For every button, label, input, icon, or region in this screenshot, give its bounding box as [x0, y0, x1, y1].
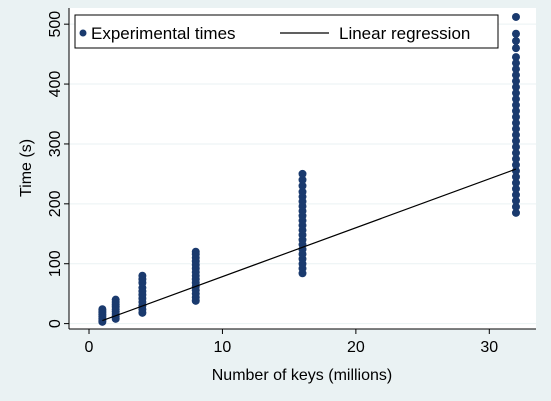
x-tick-label: 30 — [480, 339, 498, 356]
data-point — [511, 89, 520, 98]
data-marks — [98, 12, 520, 326]
data-point — [511, 124, 520, 133]
data-point — [511, 44, 520, 53]
y-axis-title: Time (s) — [18, 139, 35, 197]
data-point — [511, 130, 520, 139]
y-tick-label: 100 — [47, 250, 64, 277]
data-point — [298, 175, 307, 184]
x-axis-title: Number of keys (millions) — [212, 367, 392, 384]
data-point — [511, 196, 520, 205]
data-point — [511, 59, 520, 68]
data-point — [511, 112, 520, 121]
data-point — [511, 154, 520, 163]
data-point — [191, 247, 200, 256]
data-point — [511, 136, 520, 145]
data-point — [111, 295, 120, 304]
legend-label-linear-regression: Linear regression — [339, 24, 470, 43]
y-tick-label: 500 — [47, 11, 64, 38]
axes: 0 100 200 300 400 500 0 10 20 30 — [47, 11, 498, 356]
data-point — [98, 305, 107, 314]
data-point — [511, 71, 520, 80]
data-point — [511, 166, 520, 175]
legend: Experimental times Linear regression — [74, 14, 499, 49]
data-point — [298, 169, 307, 178]
data-point — [511, 53, 520, 62]
legend-label-experimental-times: Experimental times — [91, 24, 236, 43]
data-point — [298, 187, 307, 196]
data-point — [511, 178, 520, 187]
data-point — [511, 118, 520, 127]
data-point — [511, 36, 520, 45]
data-point — [511, 184, 520, 193]
data-point — [511, 107, 520, 116]
regression-line — [102, 168, 517, 322]
data-point — [511, 101, 520, 110]
data-point — [511, 172, 520, 181]
legend-box — [74, 14, 499, 49]
y-tick-label: 400 — [47, 71, 64, 98]
data-point — [511, 142, 520, 151]
data-point — [511, 202, 520, 211]
legend-marker-experimental-times — [79, 29, 87, 37]
x-tick-label: 0 — [85, 339, 94, 356]
data-point — [511, 29, 520, 38]
data-point — [511, 65, 520, 74]
data-point — [511, 190, 520, 199]
data-point — [511, 12, 520, 21]
y-tick-label: 0 — [47, 319, 64, 328]
data-point — [511, 208, 520, 217]
data-point — [511, 148, 520, 157]
data-point — [298, 181, 307, 190]
x-tick-label: 20 — [347, 339, 365, 356]
data-point — [511, 83, 520, 92]
y-tick-label: 300 — [47, 131, 64, 158]
data-point — [511, 95, 520, 104]
data-point — [511, 160, 520, 169]
data-point — [138, 271, 147, 280]
y-tick-label: 200 — [47, 190, 64, 217]
data-point — [511, 77, 520, 86]
x-tick-label: 10 — [214, 339, 232, 356]
